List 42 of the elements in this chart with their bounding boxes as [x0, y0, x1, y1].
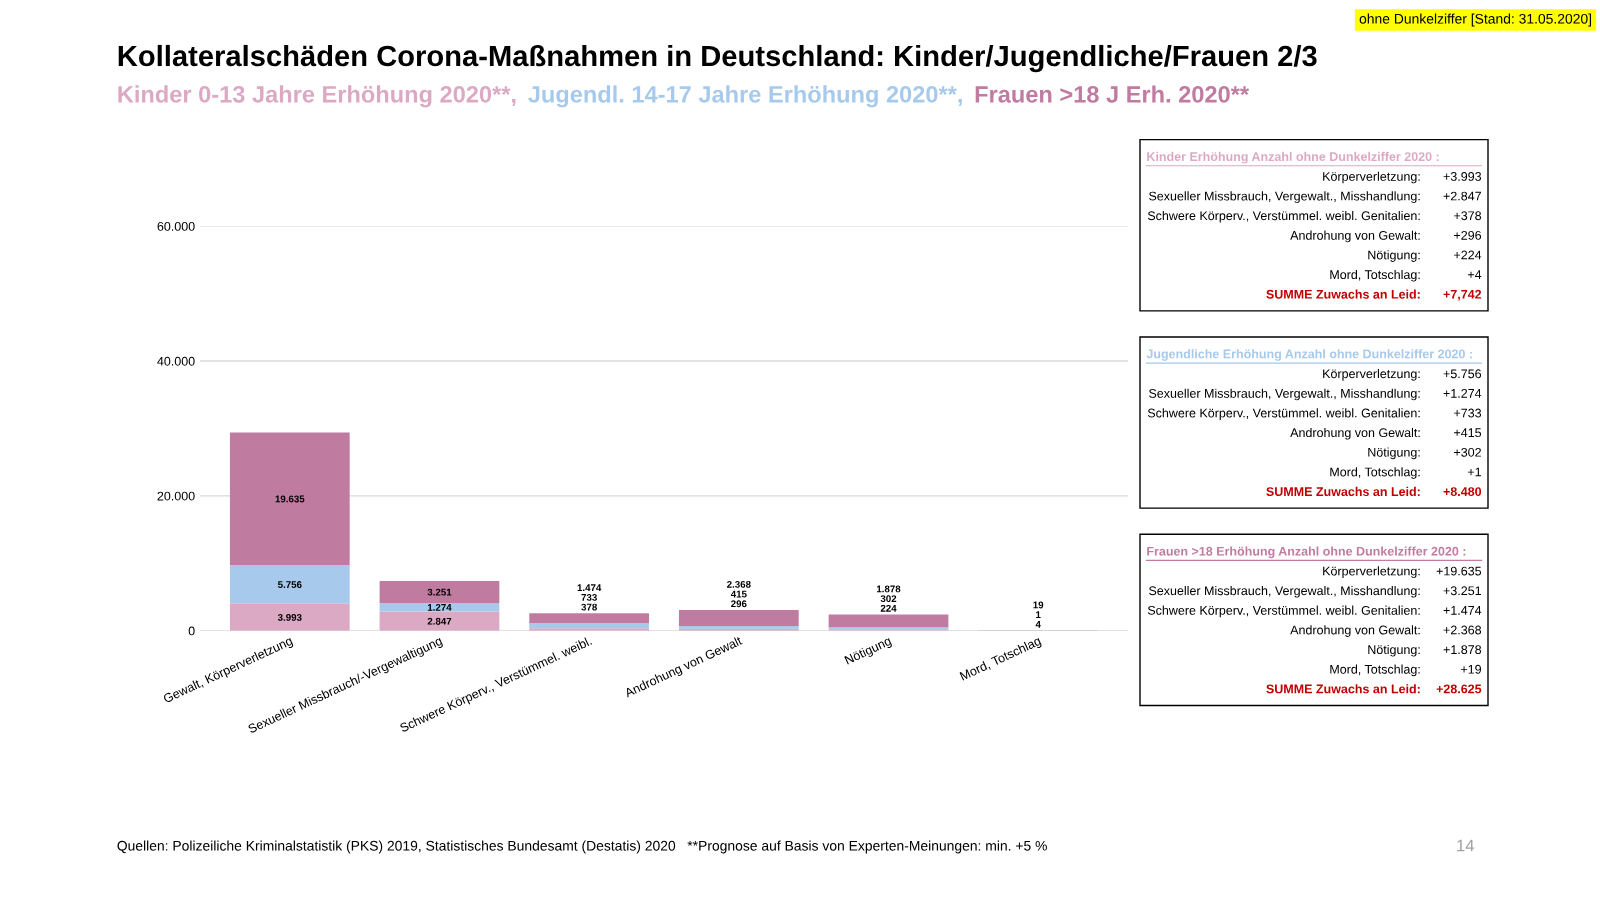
chart-title: Kollateralschäden Corona-Maßnahmen in Deutschland: Kinder/Jugendliche/Frauen 2/3 — [118, 44, 1317, 73]
data-label: 224 — [880, 604, 897, 612]
data-label: 415 — [730, 590, 747, 598]
text: Kinder Erhöhung Anzahl ohne Dunkelziffer 2020 : Körperverletzung: +3.993 Sexueller Missbrauch, Vergewalt., Misshandlung: +2.847 Schwere Körperv., Verstümmel. weibl. Genitalien: +378 Androhung von Gewalt: +296 Nötigung: +224 Mord, Totschlag: +4 SUMME Zuwachs an Leid: +7,742 — [1147, 151, 1482, 301]
text: Jugendliche Erhöhung Anzahl ohne Dunkelziffer 2020 : Körperverletzung: +5.756 Sexueller Missbrauch, Vergewalt., Misshandlung: +1.274 Schwere Körperv., Verstümmel. weibl. Genitalien: +733 Androhung von Gewalt: +415 Nötigung: +302 Mord, Totschlag: +1 SUMME Zuwachs an Leid: +8.480 — [1146, 349, 1482, 497]
bar — [678, 609, 799, 626]
data-label: 3.251 — [427, 588, 452, 596]
bar — [229, 564, 350, 604]
data-label: 1.274 — [427, 603, 452, 611]
bar — [828, 614, 949, 628]
data-label: 1 — [1036, 611, 1041, 618]
data-label: 3.993 — [277, 613, 302, 621]
data-label: 19 — [1033, 601, 1044, 609]
bar — [379, 580, 500, 603]
text: Frauen >18 J Erh. 2020** — [975, 85, 1250, 103]
bar — [529, 613, 650, 624]
y-tick-label: 0 — [188, 626, 195, 636]
text: Frauen >18 Erhöhung Anzahl ohne Dunkelziffer 2020 : Körperverletzung: +19.635 Sexueller Missbrauch, Vergewalt., Misshandlung: +3.251 Schwere Körperv., Verstümmel. weibl. Genitalien: +1.474 Androhung von Gewalt: +2.368 Nötigung: +1.878 Mord, Totschlag: +19 SUMME Zuwachs an Leid: +28.625 — [1147, 546, 1482, 694]
data-label: 1.878 — [876, 585, 901, 593]
bar — [379, 602, 500, 612]
source-note: Quellen: Polizeiliche Kriminalstatistik (PKS) 2019, Statistisches Bundesamt (Destatis) 2020 **Prognose auf Basis von Experten-Meinungen: min. +5 % — [117, 840, 1047, 854]
data-label: 19.635 — [275, 495, 305, 503]
y-tick-label: 20.000 — [157, 491, 195, 501]
data-label: 378 — [581, 603, 597, 611]
data-label: 302 — [880, 595, 897, 603]
data-label: 2.847 — [427, 617, 452, 625]
data-label: 4 — [1035, 621, 1041, 628]
data-label: 733 — [581, 593, 597, 601]
bar — [529, 623, 650, 629]
bar — [379, 611, 500, 631]
data-label: 5.756 — [277, 581, 302, 588]
bar — [229, 603, 350, 631]
data-label: 2.368 — [727, 580, 751, 588]
text: Jugendl. 14-17 Jahre Erhöhung 2020**, — [528, 85, 962, 108]
text: ohne Dunkelziffer [Stand: 31.05.2020] — [1359, 13, 1592, 27]
y-tick-label: 60.000 — [157, 221, 195, 231]
text: Kinder 0-13 Jahre Erhöhung 2020**, — [118, 85, 516, 108]
data-label: 296 — [731, 600, 747, 608]
y-tick-label: 40.000 — [157, 356, 195, 366]
bar — [229, 432, 350, 565]
data-label: 1.474 — [577, 584, 602, 592]
text: 14 — [1457, 839, 1475, 852]
